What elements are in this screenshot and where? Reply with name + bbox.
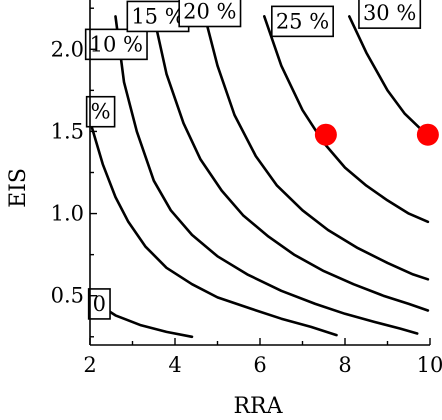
contour-line-2 [114, 15, 419, 335]
markers [314, 123, 439, 146]
contour-label-4: 20 % [178, 0, 242, 28]
contour-label-box-6 [358, 0, 422, 29]
contour-lines [88, 15, 430, 339]
contour-line-4 [203, 15, 430, 281]
contour-labels: 0% 10 % 15 %20 % 25 % 30 % [84, 0, 422, 320]
contour-label-text-6: 30 % [363, 1, 416, 25]
contour-label-5: 25 % [271, 5, 334, 38]
contour-label-box-0 [87, 288, 111, 320]
contour-label-text-4: 20 % [183, 0, 236, 24]
contour-label-text-0: 0 [93, 292, 106, 316]
contour-label-box-2 [84, 28, 148, 61]
contour-label-text-1: % [91, 100, 111, 124]
contour-line-5 [263, 15, 430, 224]
contour-line-1 [90, 126, 338, 337]
y-tick-label-1: 1.0 [51, 202, 84, 226]
contour-label-text-5: 25 % [276, 9, 329, 33]
y-tick-label-3: 2.0 [51, 37, 84, 61]
x-tick-label-4: 10 [417, 353, 442, 377]
y-tick-label-0: 0.5 [51, 284, 84, 308]
contour-line-3 [152, 15, 430, 312]
contour-label-1: % [85, 95, 116, 128]
contour-line-6 [348, 15, 430, 136]
contour-label-6: 30 % [358, 0, 422, 29]
contour-label-2: 10 % [84, 28, 148, 61]
contour-label-box-1 [85, 95, 116, 128]
x-tick-label-0: 2 [83, 353, 96, 377]
axes: 2 4 6 8 10 0.5 1.0 1.5 2.0 [51, 0, 442, 377]
y-axis-title: EIS [6, 168, 31, 208]
x-axis-title: RRA [233, 394, 283, 419]
marker-point-1 [416, 123, 439, 146]
x-tick-label-1: 4 [168, 353, 181, 377]
contour-label-text-3: 15 % [131, 4, 184, 28]
x-tick-label-3: 8 [338, 353, 351, 377]
contour-label-box-5 [271, 5, 334, 38]
contour-label-box-4 [178, 0, 242, 28]
y-tick-label-2: 1.5 [51, 119, 84, 143]
contour-label-0: 0 [87, 288, 111, 320]
contour-label-text-2: 10 % [90, 32, 143, 56]
x-tick-label-2: 6 [253, 353, 266, 377]
marker-point-0 [314, 123, 337, 146]
